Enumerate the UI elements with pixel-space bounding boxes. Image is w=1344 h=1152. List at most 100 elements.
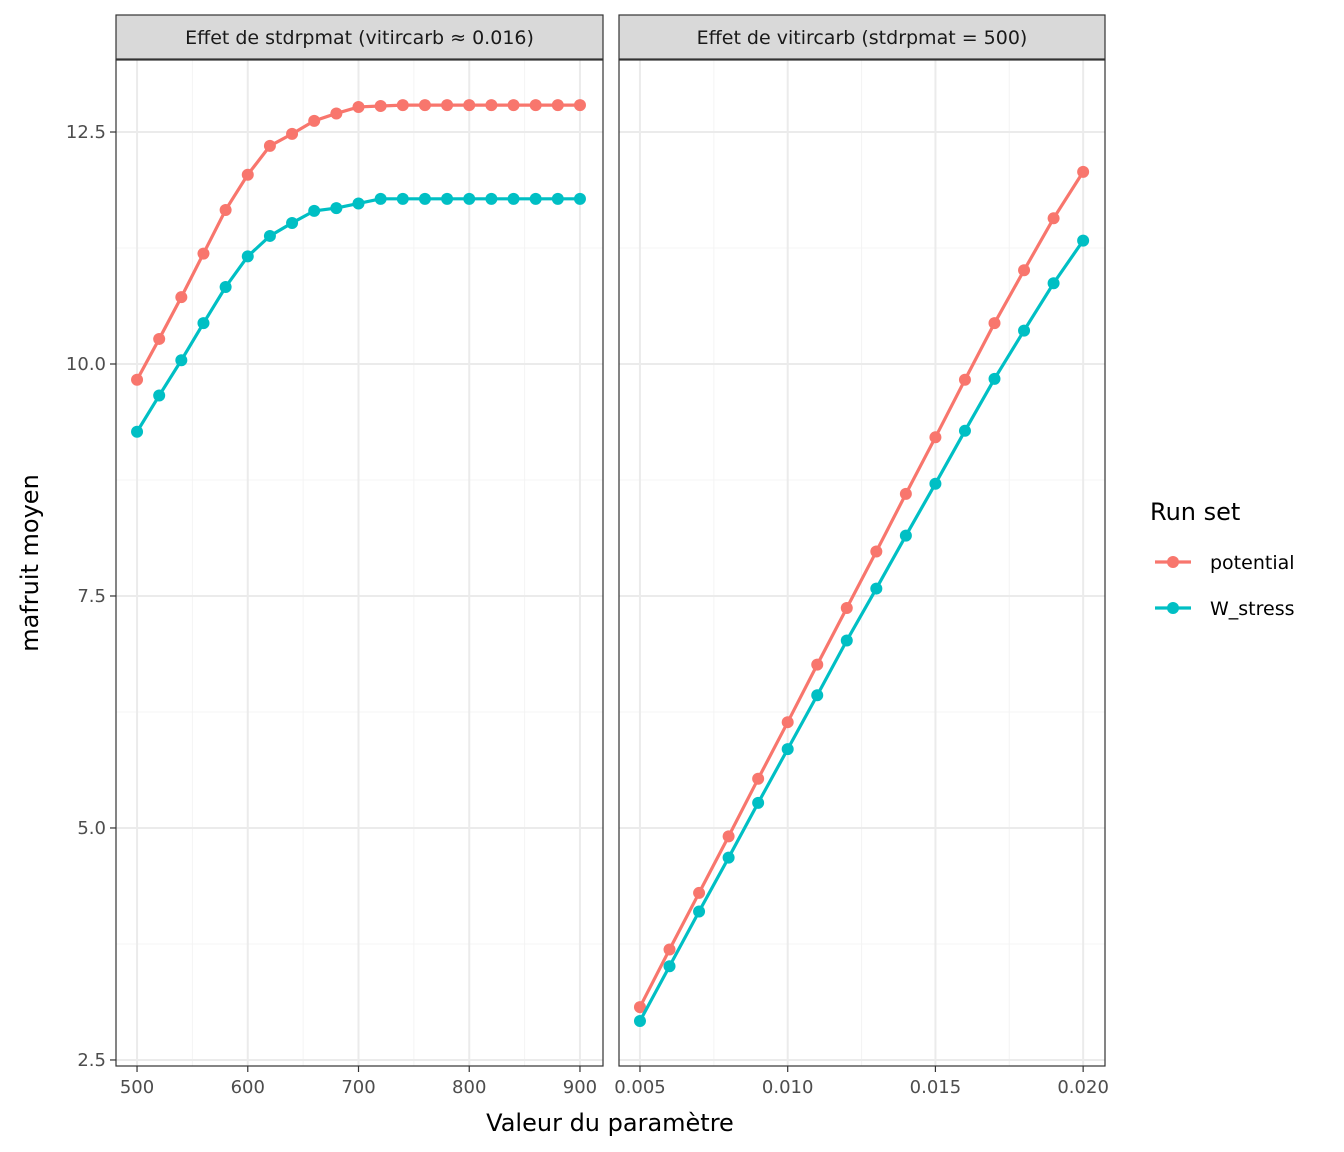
x-axis-title: Valeur du paramètre <box>486 1109 734 1137</box>
data-point-W_stress <box>551 192 564 205</box>
data-point-W_stress <box>507 192 520 205</box>
panel-1: Effet de stdrpmat (vitircarb ≈ 0.016) 500… <box>115 14 604 1098</box>
legend-title: Run set <box>1150 498 1240 526</box>
data-point-potential <box>722 830 735 843</box>
x-tick-label: 900 <box>563 1077 597 1098</box>
data-point-potential <box>286 127 299 140</box>
data-point-W_stress <box>219 280 232 293</box>
data-point-W_stress <box>988 372 1001 385</box>
data-point-W_stress <box>175 354 188 367</box>
legend-key-point <box>1167 556 1179 568</box>
series-line-potential <box>638 171 1085 1008</box>
data-point-W_stress <box>374 192 387 205</box>
x-tick-label: 500 <box>120 1077 154 1098</box>
data-point-W_stress <box>485 192 498 205</box>
data-point-potential <box>241 168 254 181</box>
data-point-W_stress <box>870 582 883 595</box>
legend-label-W_stress: W_stress <box>1210 598 1295 620</box>
data-point-potential <box>781 716 794 729</box>
data-point-potential <box>308 114 321 127</box>
data-point-W_stress <box>781 743 794 756</box>
data-point-potential <box>1018 264 1031 277</box>
x-tick-label: 800 <box>452 1077 486 1098</box>
data-point-W_stress <box>153 389 166 402</box>
data-point-potential <box>633 1001 646 1014</box>
data-point-W_stress <box>1018 324 1031 337</box>
data-point-potential <box>175 291 188 304</box>
data-point-potential <box>441 99 454 112</box>
data-point-potential <box>551 99 564 112</box>
data-point-potential <box>988 317 1001 330</box>
data-point-potential <box>153 332 166 345</box>
data-point-W_stress <box>352 197 365 210</box>
data-point-W_stress <box>396 192 409 205</box>
data-point-potential <box>840 602 853 615</box>
data-point-W_stress <box>1047 277 1060 290</box>
data-point-W_stress <box>722 851 735 864</box>
data-point-W_stress <box>463 192 476 205</box>
x-tick-label: 0.005 <box>614 1077 666 1098</box>
data-point-W_stress <box>1077 234 1090 247</box>
data-point-potential <box>529 99 542 112</box>
data-point-potential <box>219 203 232 216</box>
x-tick-label: 600 <box>231 1077 265 1098</box>
data-point-potential <box>1077 165 1090 178</box>
legend-key-point <box>1167 602 1179 614</box>
strip-label: Effet de stdrpmat (vitircarb ≈ 0.016) <box>185 27 534 49</box>
y-tick-label: 12.5 <box>66 122 106 143</box>
data-point-W_stress <box>197 317 210 330</box>
y-tick-label: 10.0 <box>66 354 106 375</box>
data-point-potential <box>197 247 210 260</box>
strip-background <box>115 14 604 60</box>
data-point-W_stress <box>573 192 586 205</box>
data-point-potential <box>352 100 365 113</box>
data-point-W_stress <box>633 1014 646 1027</box>
data-point-W_stress <box>958 424 971 437</box>
data-point-potential <box>485 99 498 112</box>
strip-background <box>618 14 1106 60</box>
legend: Run set potential W_stress <box>1150 498 1295 620</box>
data-point-W_stress <box>929 477 942 490</box>
panel-2: Effet de vitircarb (stdrpmat = 500) 0.005… <box>614 14 1109 1098</box>
data-point-potential <box>811 658 824 671</box>
data-point-potential <box>374 100 387 113</box>
data-point-potential <box>899 487 912 500</box>
data-point-potential <box>929 431 942 444</box>
y-tick-label: 5.0 <box>77 818 106 839</box>
x-tick-label: 0.020 <box>1057 1077 1109 1098</box>
y-tick-label: 7.5 <box>77 586 106 607</box>
data-point-potential <box>396 99 409 112</box>
data-point-potential <box>418 99 431 112</box>
data-point-W_stress <box>441 192 454 205</box>
data-point-potential <box>752 772 765 785</box>
y-axis-title: mafruit moyen <box>16 474 44 652</box>
data-point-potential <box>263 139 276 152</box>
data-point-W_stress <box>330 202 343 215</box>
panel-border <box>618 59 1106 1067</box>
data-point-W_stress <box>840 634 853 647</box>
data-point-potential <box>1047 212 1060 225</box>
data-point-potential <box>330 107 343 120</box>
y-tick-label: 2.5 <box>77 1050 106 1071</box>
data-point-W_stress <box>241 250 254 263</box>
x-tick-label: 0.010 <box>762 1077 814 1098</box>
series-line-W_stress <box>638 239 1085 1022</box>
data-point-potential <box>463 99 476 112</box>
data-point-potential <box>870 545 883 558</box>
strip-label: Effet de vitircarb (stdrpmat = 500) <box>697 27 1028 49</box>
data-point-potential <box>507 99 520 112</box>
data-point-potential <box>958 373 971 386</box>
legend-label-potential: potential <box>1210 552 1295 574</box>
data-point-potential <box>663 943 676 956</box>
data-point-W_stress <box>286 216 299 229</box>
x-tick-label: 700 <box>341 1077 375 1098</box>
data-point-potential <box>573 99 586 112</box>
data-point-W_stress <box>529 192 542 205</box>
data-point-potential <box>131 373 144 386</box>
data-point-W_stress <box>663 960 676 973</box>
data-point-W_stress <box>418 192 431 205</box>
x-tick-label: 0.015 <box>910 1077 962 1098</box>
panel-border <box>115 59 604 1067</box>
data-point-W_stress <box>308 204 321 217</box>
